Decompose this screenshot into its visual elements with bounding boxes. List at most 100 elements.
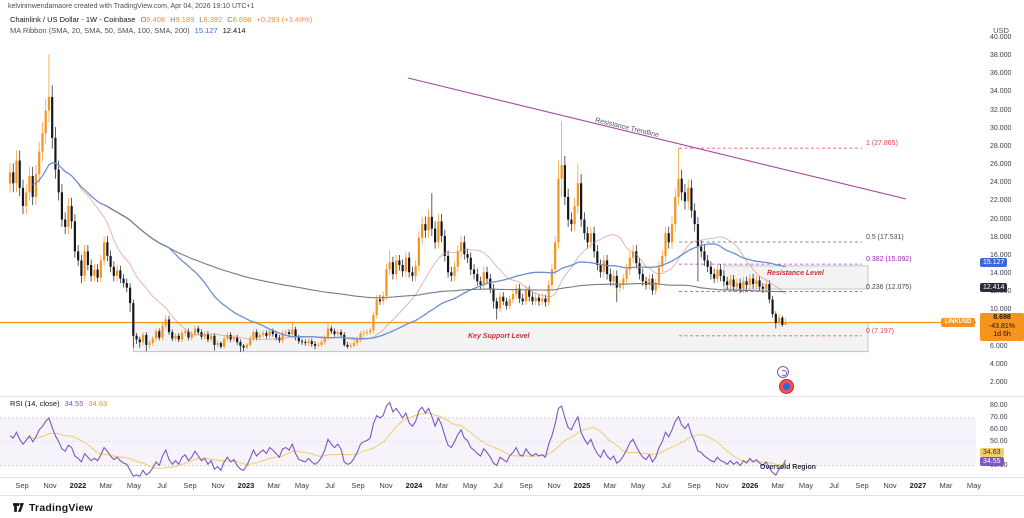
time-axis-separator xyxy=(0,477,1024,478)
symbol-title[interactable]: Chainlink / US Dollar - 1W - Coinbase xyxy=(10,15,136,24)
price-axis-tick: 26.000 xyxy=(990,161,1012,169)
time-axis-label: 2022 xyxy=(69,481,87,490)
time-axis-label: Sep xyxy=(855,481,869,490)
open-label: O xyxy=(140,15,147,24)
ma-ribbon-label: MA Ribbon (SMA, 20, SMA, 50, SMA, 100, S… xyxy=(10,26,190,35)
time-axis-label: Jul xyxy=(325,481,335,490)
time-axis-label: Jul xyxy=(157,481,167,490)
price-axis[interactable]: USD 40.000 38.000 36.000 34.000 32.000 30.000… xyxy=(978,0,1024,495)
fib-level-label[interactable]: 0.236 (12.075) xyxy=(866,283,912,291)
support-zone-label[interactable]: Key Support Level xyxy=(468,333,530,340)
time-axis[interactable]: Sep Nov 2022 Mar May Jul Sep Nov 2023 Mar May Jul Se… xyxy=(0,478,982,495)
mind-marker-icon[interactable] xyxy=(777,366,789,378)
price-axis-tick: 2.000 xyxy=(990,378,1008,386)
time-axis-label: 2024 xyxy=(405,481,423,490)
change-value: +0.293 (+3.49%) xyxy=(256,15,313,24)
time-axis-label: Mar xyxy=(267,481,281,490)
rsi-ma-value: 34.63 xyxy=(88,399,108,408)
rsi-axis-tick: 60.00 xyxy=(990,425,1008,433)
oversold-region-label[interactable]: Oversold Region xyxy=(760,464,817,471)
rsi-value-badge: 34.55 xyxy=(980,457,1004,466)
status-bar-text: kelvinmwendamaore created with TradingVi… xyxy=(8,3,255,10)
symbol-price-tag: LINKUSD xyxy=(941,318,975,327)
time-axis-label: Nov xyxy=(43,481,57,490)
time-axis-label: Nov xyxy=(547,481,561,490)
time-axis-label: Mar xyxy=(603,481,617,490)
rsi-axis-tick: 50.00 xyxy=(990,437,1008,445)
price-axis-tick: 16.000 xyxy=(990,251,1012,259)
ma-ribbon-legend-row[interactable]: MA Ribbon (SMA, 20, SMA, 50, SMA, 100, S… xyxy=(10,26,246,35)
time-axis-label: Sep xyxy=(183,481,197,490)
time-axis-label: 2023 xyxy=(237,481,255,490)
ma-ribbon-value-2: 12.414 xyxy=(222,26,246,35)
time-axis-label: Mar xyxy=(435,481,449,490)
last-price-change: -43.81% xyxy=(988,322,1016,330)
price-axis-tick: 4.000 xyxy=(990,360,1008,368)
time-axis-label: Nov xyxy=(379,481,393,490)
price-axis-tick: 28.000 xyxy=(990,142,1012,150)
time-axis-label: Mar xyxy=(99,481,113,490)
close-value: 8.698 xyxy=(232,15,252,24)
ma-line-sma-50 xyxy=(32,162,786,340)
fib-retracement[interactable] xyxy=(679,147,862,337)
price-axis-tick: 6.000 xyxy=(990,342,1008,350)
rsi-legend-row[interactable]: RSI (14, close) 34.55 34.63 xyxy=(10,399,107,408)
time-axis-label: May xyxy=(966,481,982,490)
time-axis-label: Sep xyxy=(351,481,365,490)
tradingview-logo-text: TradingView xyxy=(29,501,93,514)
fib-level-label[interactable]: 0.382 (15.092) xyxy=(866,256,912,264)
price-axis-tick: 38.000 xyxy=(990,52,1012,60)
time-axis-label: 2027 xyxy=(909,481,927,490)
rsi-ma-badge: 34.63 xyxy=(980,448,1004,457)
time-axis-label: May xyxy=(294,481,310,490)
time-axis-label: 2025 xyxy=(573,481,591,490)
price-axis-tick: 40.000 xyxy=(990,34,1012,41)
time-axis-label: 2026 xyxy=(741,481,759,490)
ma-ribbon-value-1: 15.127 xyxy=(194,26,218,35)
rsi-label: RSI (14, close) xyxy=(10,399,60,408)
axis-currency-label: USD xyxy=(993,26,1009,35)
emoji-marker-icon[interactable] xyxy=(779,379,794,394)
last-price-badge: 8.698 -43.81% 1d 6h xyxy=(980,313,1024,341)
high-value: 9.189 xyxy=(175,15,195,24)
fib-level-label[interactable]: 1 (27.865) xyxy=(866,140,898,148)
last-price-value: 8.698 xyxy=(993,314,1011,321)
rsi-axis-tick: 70.00 xyxy=(990,413,1008,421)
time-axis-label: Jul xyxy=(493,481,503,490)
ma-price-badge-dark: 12.414 xyxy=(980,283,1008,292)
low-value: 8.392 xyxy=(203,15,223,24)
pane-separator[interactable] xyxy=(0,396,1024,397)
price-axis-tick: 20.000 xyxy=(990,215,1012,223)
tradingview-logo-icon xyxy=(13,503,24,512)
price-axis-tick: 24.000 xyxy=(990,179,1012,187)
open-value: 8.408 xyxy=(146,15,166,24)
close-label: C xyxy=(227,15,233,24)
resistance-zone-label[interactable]: Resistance Level xyxy=(767,270,824,277)
time-axis-label: Mar xyxy=(939,481,953,490)
price-axis-tick: 22.000 xyxy=(990,197,1012,205)
fib-level-label[interactable]: 0.5 (17.531) xyxy=(866,233,904,241)
rsi-ma-line xyxy=(22,412,786,469)
time-axis-label: May xyxy=(462,481,478,490)
price-axis-tick: 36.000 xyxy=(990,70,1012,78)
time-axis-label: Mar xyxy=(771,481,785,490)
time-axis-label: May xyxy=(798,481,814,490)
time-axis-label: May xyxy=(630,481,646,490)
fib-level-label[interactable]: 0 (7.197) xyxy=(866,327,895,335)
price-axis-tick: 14.000 xyxy=(990,270,1012,278)
price-axis-tick: 34.000 xyxy=(990,88,1012,96)
ma-price-badge-blue: 15.127 xyxy=(980,258,1008,267)
time-axis-label: Sep xyxy=(687,481,701,490)
time-axis-label: Sep xyxy=(519,481,533,490)
price-axis-tick: 32.000 xyxy=(990,106,1012,114)
tradingview-logo[interactable]: TradingView xyxy=(12,501,93,514)
symbol-legend-row[interactable]: Chainlink / US Dollar - 1W - Coinbase O8… xyxy=(10,15,312,24)
time-axis-label: Nov xyxy=(211,481,225,490)
bar-countdown: 1d 6h xyxy=(993,331,1011,338)
ma-line-sma-200 xyxy=(103,204,786,299)
ma-line-sma-20 xyxy=(32,162,786,341)
bottom-bar: TradingView xyxy=(0,495,1024,518)
rsi-band xyxy=(0,417,976,466)
resistance-trendline[interactable] xyxy=(407,77,907,200)
